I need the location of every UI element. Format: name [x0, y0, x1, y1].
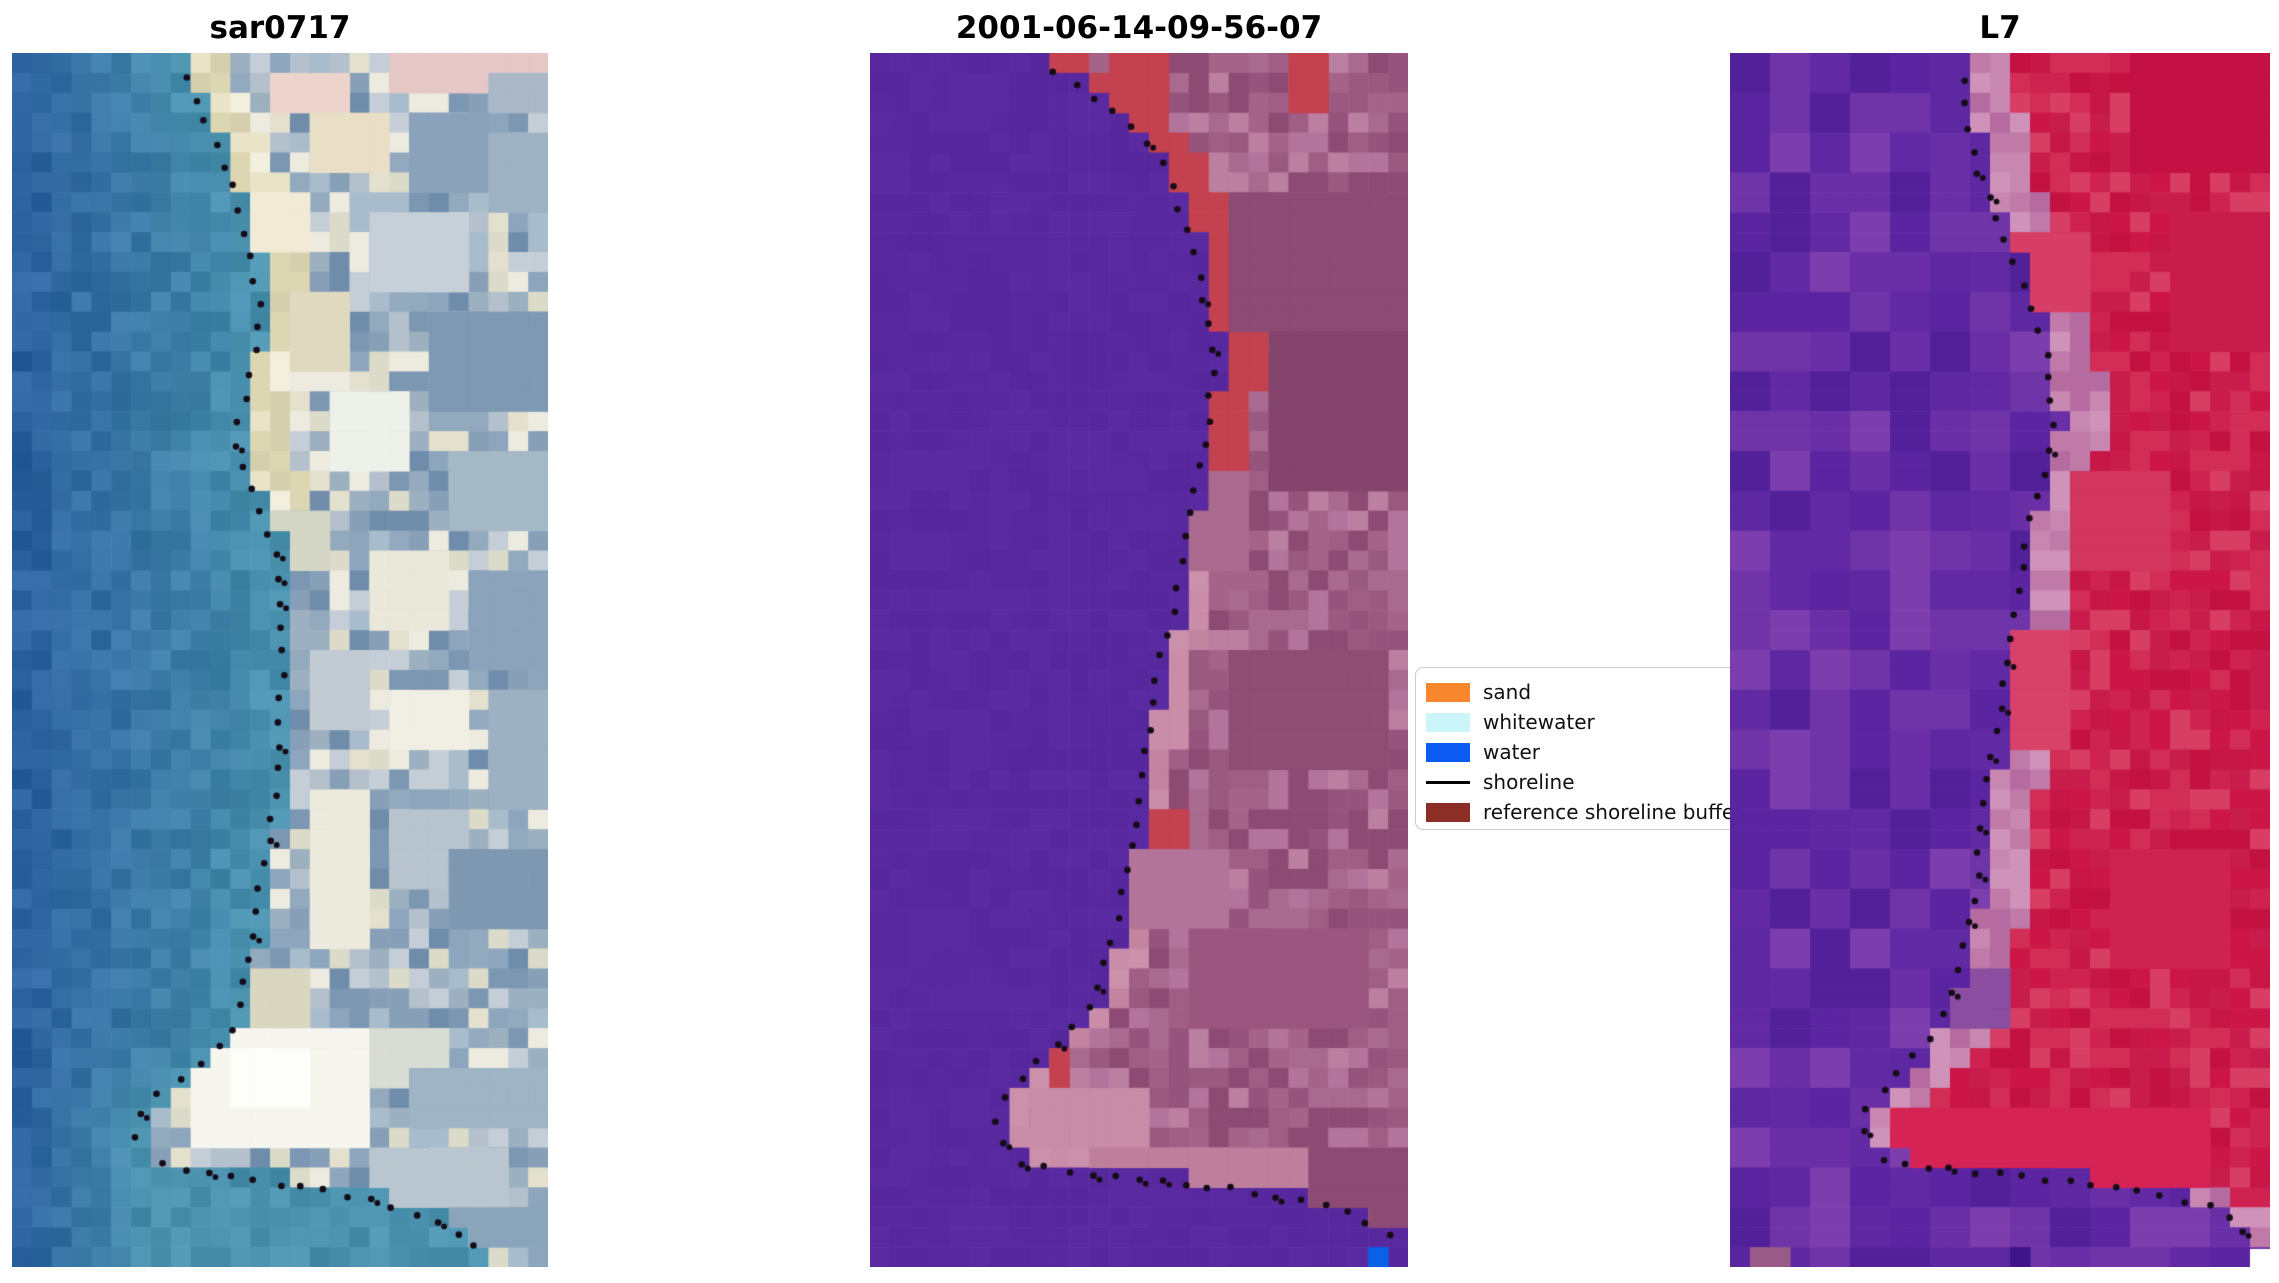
panel-title-sar0717: sar0717	[209, 10, 351, 46]
panel-image-classified	[870, 53, 1408, 1267]
legend-entry: water	[1426, 737, 1756, 767]
legend-label: reference shoreline buffer	[1483, 800, 1743, 824]
legend-label: whitewater	[1483, 710, 1595, 734]
legend-entry: whitewater	[1426, 707, 1756, 737]
legend-shoreline-swatch-icon	[1426, 773, 1470, 792]
legend-label: sand	[1483, 680, 1532, 704]
panel-title-l7: L7	[1979, 10, 2021, 46]
panel-title-date: 2001-06-14-09-56-07	[955, 10, 1323, 46]
panel-image-sar0717	[12, 53, 548, 1267]
legend-water-swatch-icon	[1426, 742, 1470, 762]
legend-sand-swatch-icon	[1426, 682, 1470, 702]
panel-image-l7	[1730, 53, 2270, 1267]
legend-reference-swatch-icon	[1426, 802, 1470, 822]
legend-whitewater-swatch-icon	[1426, 712, 1470, 732]
legend-label: water	[1483, 740, 1540, 764]
legend-entry: shoreline	[1426, 767, 1756, 797]
legend-entry: reference shoreline buffer	[1426, 797, 1756, 827]
legend-label: shoreline	[1483, 770, 1575, 794]
legend-box: sand whitewater water shoreline reference sh…	[1415, 667, 1767, 830]
legend-entry: sand	[1426, 677, 1756, 707]
